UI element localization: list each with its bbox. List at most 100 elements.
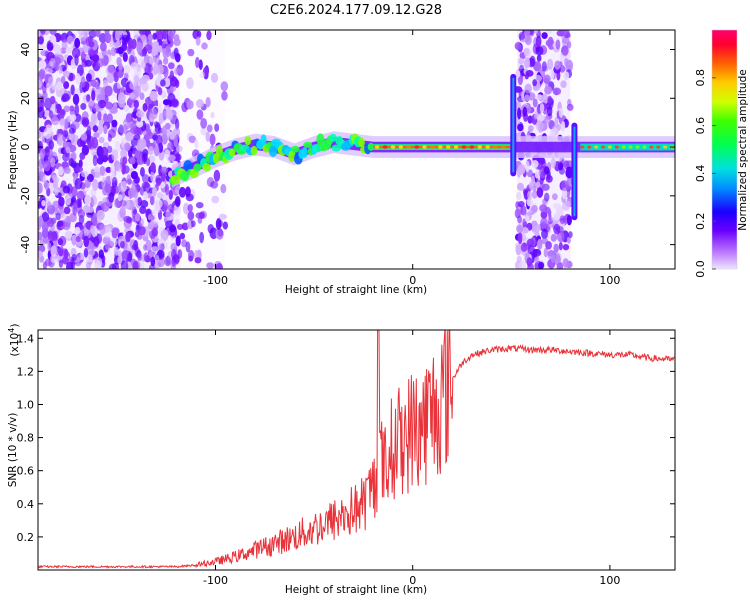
- noise-blob: [520, 242, 528, 252]
- bottom-y-tick-label: 1.4: [17, 332, 35, 345]
- noise-blob: [104, 32, 112, 44]
- noise-blob: [125, 231, 131, 243]
- noise-blob: [520, 205, 527, 216]
- noise-blob: [54, 43, 60, 54]
- noise-blob: [161, 133, 168, 145]
- noise-blob: [118, 62, 123, 73]
- signal-blob: [331, 144, 341, 152]
- noise-blob: [154, 53, 160, 65]
- noise-blob: [133, 176, 140, 184]
- noise-blob: [527, 244, 535, 255]
- noise-blob: [201, 42, 208, 50]
- noise-blob: [91, 137, 99, 149]
- noise-blob: [124, 142, 131, 151]
- noise-blob: [40, 30, 46, 36]
- noise-blob: [148, 250, 155, 259]
- noise-blob: [165, 183, 170, 196]
- noise-blob: [562, 258, 569, 268]
- noise-blob: [136, 110, 145, 118]
- noise-blob: [92, 125, 99, 133]
- noise-blob: [47, 76, 54, 87]
- noise-blob: [149, 107, 158, 120]
- noise-blob: [98, 249, 104, 260]
- noise-blob: [543, 74, 551, 84]
- noise-blob: [554, 116, 559, 128]
- colorbar-scale: [712, 30, 737, 269]
- noise-blob: [51, 116, 60, 126]
- noise-blob: [141, 48, 147, 57]
- noise-blob: [522, 188, 527, 196]
- noise-blob: [127, 187, 136, 198]
- noise-blob: [517, 57, 524, 65]
- noise-blob: [560, 180, 570, 192]
- noise-blob: [153, 145, 160, 157]
- noise-blob: [61, 93, 70, 102]
- noise-blob: [123, 104, 130, 112]
- noise-blob: [88, 41, 95, 48]
- signal-dot: [461, 145, 467, 149]
- signal-dot: [594, 145, 599, 149]
- noise-blob: [104, 183, 112, 193]
- noise-blob: [43, 127, 52, 139]
- noise-blob: [150, 246, 160, 253]
- noise-blob: [122, 156, 128, 165]
- noise-blob: [74, 37, 81, 49]
- noise-blob: [152, 32, 157, 40]
- noise-blob: [518, 32, 526, 40]
- noise-blob: [38, 106, 45, 119]
- noise-blob: [85, 73, 92, 82]
- noise-blob: [54, 61, 60, 72]
- colorbar: 0.0 0.2 0.4 0.6 0.8 Normalized spectral ampl…: [694, 29, 749, 278]
- top-y-axis-label: Frequency (Hz): [7, 110, 19, 189]
- noise-blob: [98, 136, 105, 144]
- noise-blob: [174, 67, 181, 75]
- top-y-tick-label: -20: [19, 187, 32, 205]
- noise-blob: [156, 179, 161, 187]
- signal-dot: [663, 145, 668, 149]
- noise-blob: [47, 242, 52, 251]
- noise-blob: [38, 231, 43, 241]
- noise-blob: [38, 92, 42, 102]
- noise-blob: [547, 105, 553, 117]
- y-multiplier-base: (x10: [9, 333, 21, 357]
- bottom-y-tick-label: 1.2: [17, 365, 35, 378]
- noise-blob: [81, 51, 86, 60]
- noise-blob: [150, 256, 156, 267]
- top-y-tick-label: 0: [19, 144, 32, 151]
- noise-blob: [523, 30, 531, 36]
- noise-blob: [102, 142, 110, 149]
- noise-blob: [38, 44, 46, 51]
- noise-blob: [46, 201, 52, 210]
- noise-blob: [129, 122, 136, 131]
- noise-blob: [559, 215, 566, 225]
- noise-blob: [562, 243, 570, 251]
- signal-blob: [193, 163, 202, 172]
- noise-blob: [525, 69, 534, 77]
- noise-blob: [136, 42, 143, 54]
- noise-blob: [80, 76, 86, 88]
- noise-blob: [98, 32, 107, 43]
- noise-blob: [527, 115, 533, 124]
- noise-blob: [72, 93, 80, 105]
- noise-blob: [528, 125, 534, 132]
- noise-blob: [93, 132, 100, 139]
- bottom-y-tick-label: 0.4: [17, 498, 35, 511]
- noise-blob: [122, 52, 128, 62]
- noise-blob: [171, 98, 179, 107]
- noise-blob: [91, 90, 96, 101]
- bottom-y-axis-label: SNR (10 * v/v): [7, 413, 19, 488]
- noise-blob: [550, 157, 557, 169]
- noise-blob: [185, 193, 194, 202]
- noise-blob: [121, 34, 129, 42]
- noise-blob: [170, 242, 178, 252]
- noise-blob: [547, 219, 553, 229]
- noise-blob: [58, 196, 65, 207]
- noise-blob: [215, 218, 222, 230]
- noise-blob: [182, 202, 190, 215]
- noise-blob: [51, 84, 59, 91]
- noise-blob: [84, 194, 92, 206]
- noise-blob: [535, 39, 542, 47]
- noise-blob: [41, 220, 49, 233]
- noise-blob: [550, 233, 557, 242]
